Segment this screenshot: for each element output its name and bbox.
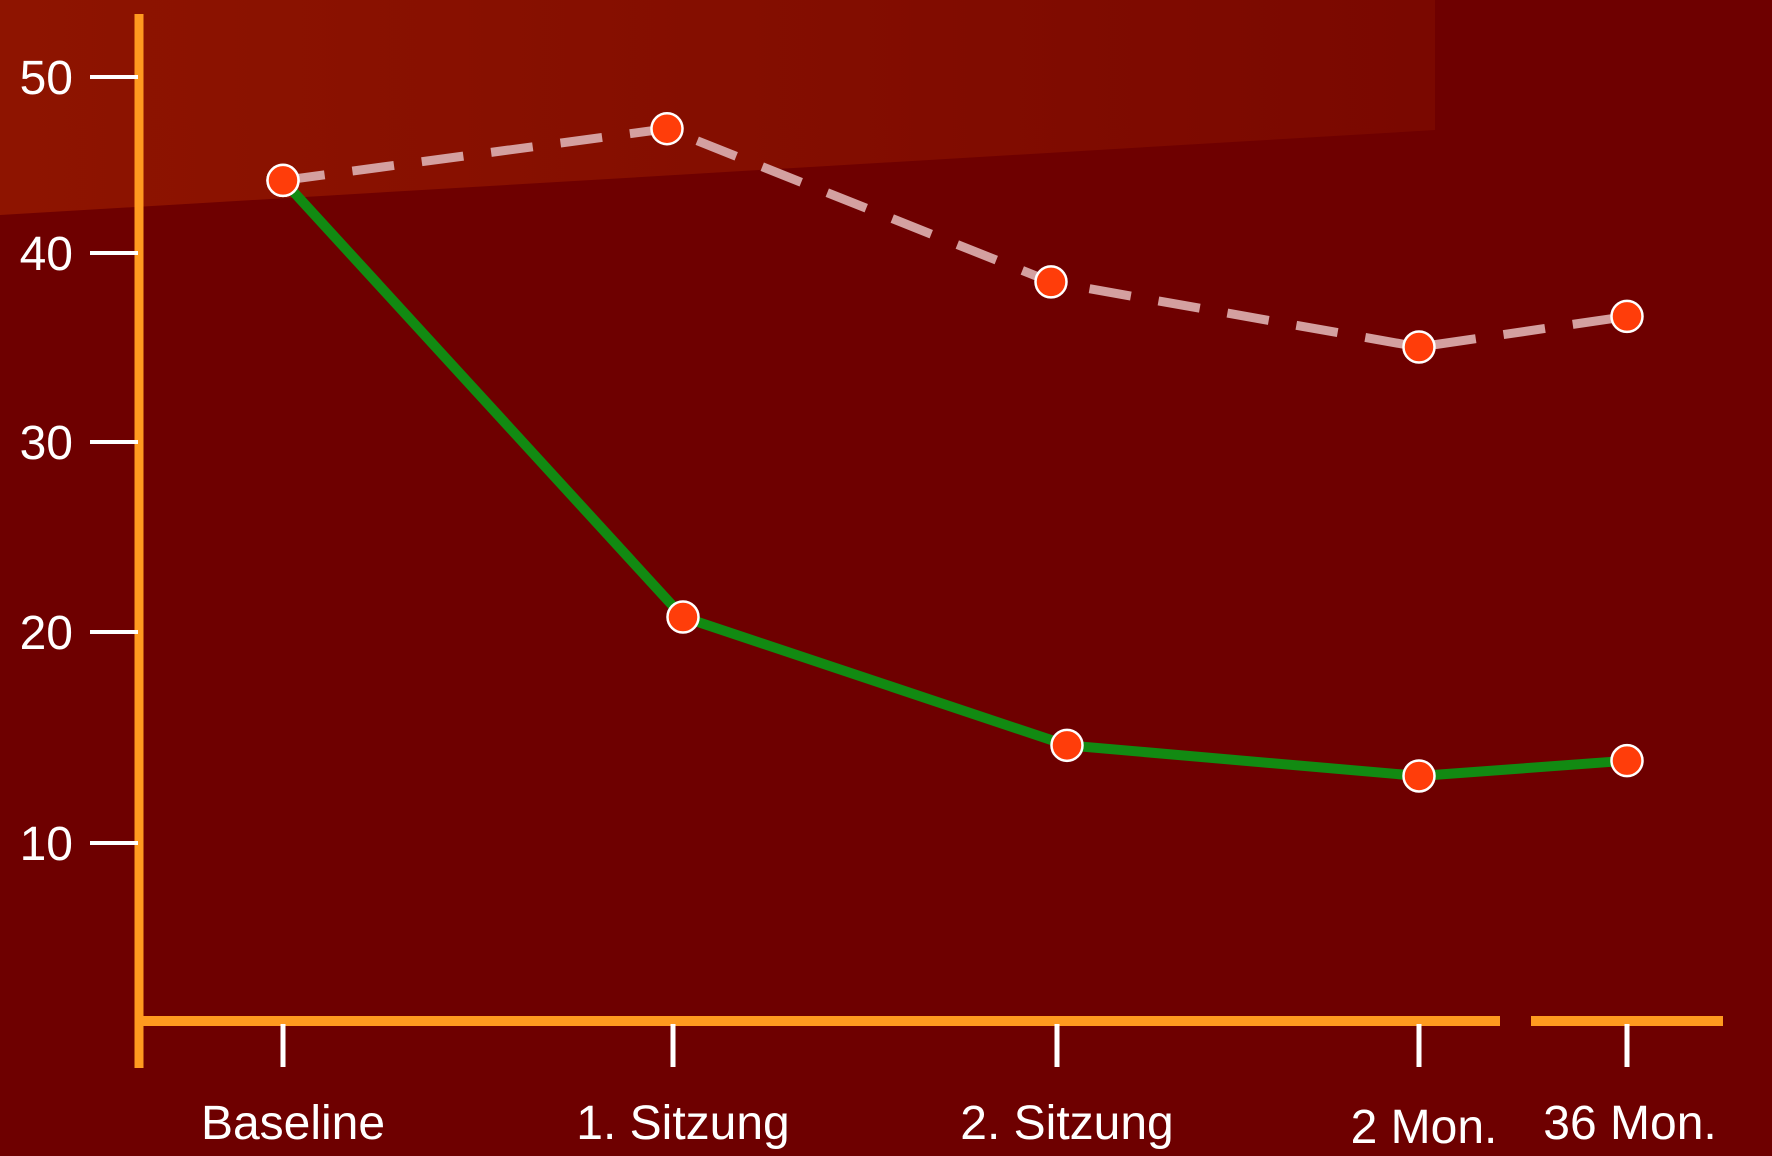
y-tick-label: 10 <box>20 818 73 871</box>
x-tick-label: 36 Mon. <box>1543 1097 1716 1150</box>
data-point-marker <box>1402 330 1436 364</box>
y-tick-label: 30 <box>20 417 73 470</box>
x-tick-label: 1. Sitzung <box>576 1097 789 1150</box>
data-point-marker <box>650 111 684 146</box>
y-tick-label: 20 <box>20 607 73 660</box>
y-tick-label: 40 <box>20 228 73 281</box>
x-tick-label: Baseline <box>201 1097 385 1150</box>
data-point-marker <box>1034 265 1068 299</box>
data-point-marker <box>1050 728 1084 763</box>
data-point-marker <box>666 600 700 634</box>
background-highlight-band <box>0 0 1435 215</box>
data-point-marker <box>1402 759 1436 793</box>
x-tick-label: 2 Mon. <box>1351 1101 1498 1154</box>
data-point-marker <box>1610 743 1644 778</box>
data-point-marker <box>1610 299 1644 334</box>
x-tick-label: 2. Sitzung <box>960 1097 1173 1150</box>
data-point-marker <box>266 163 300 198</box>
y-tick-label: 50 <box>20 52 73 105</box>
